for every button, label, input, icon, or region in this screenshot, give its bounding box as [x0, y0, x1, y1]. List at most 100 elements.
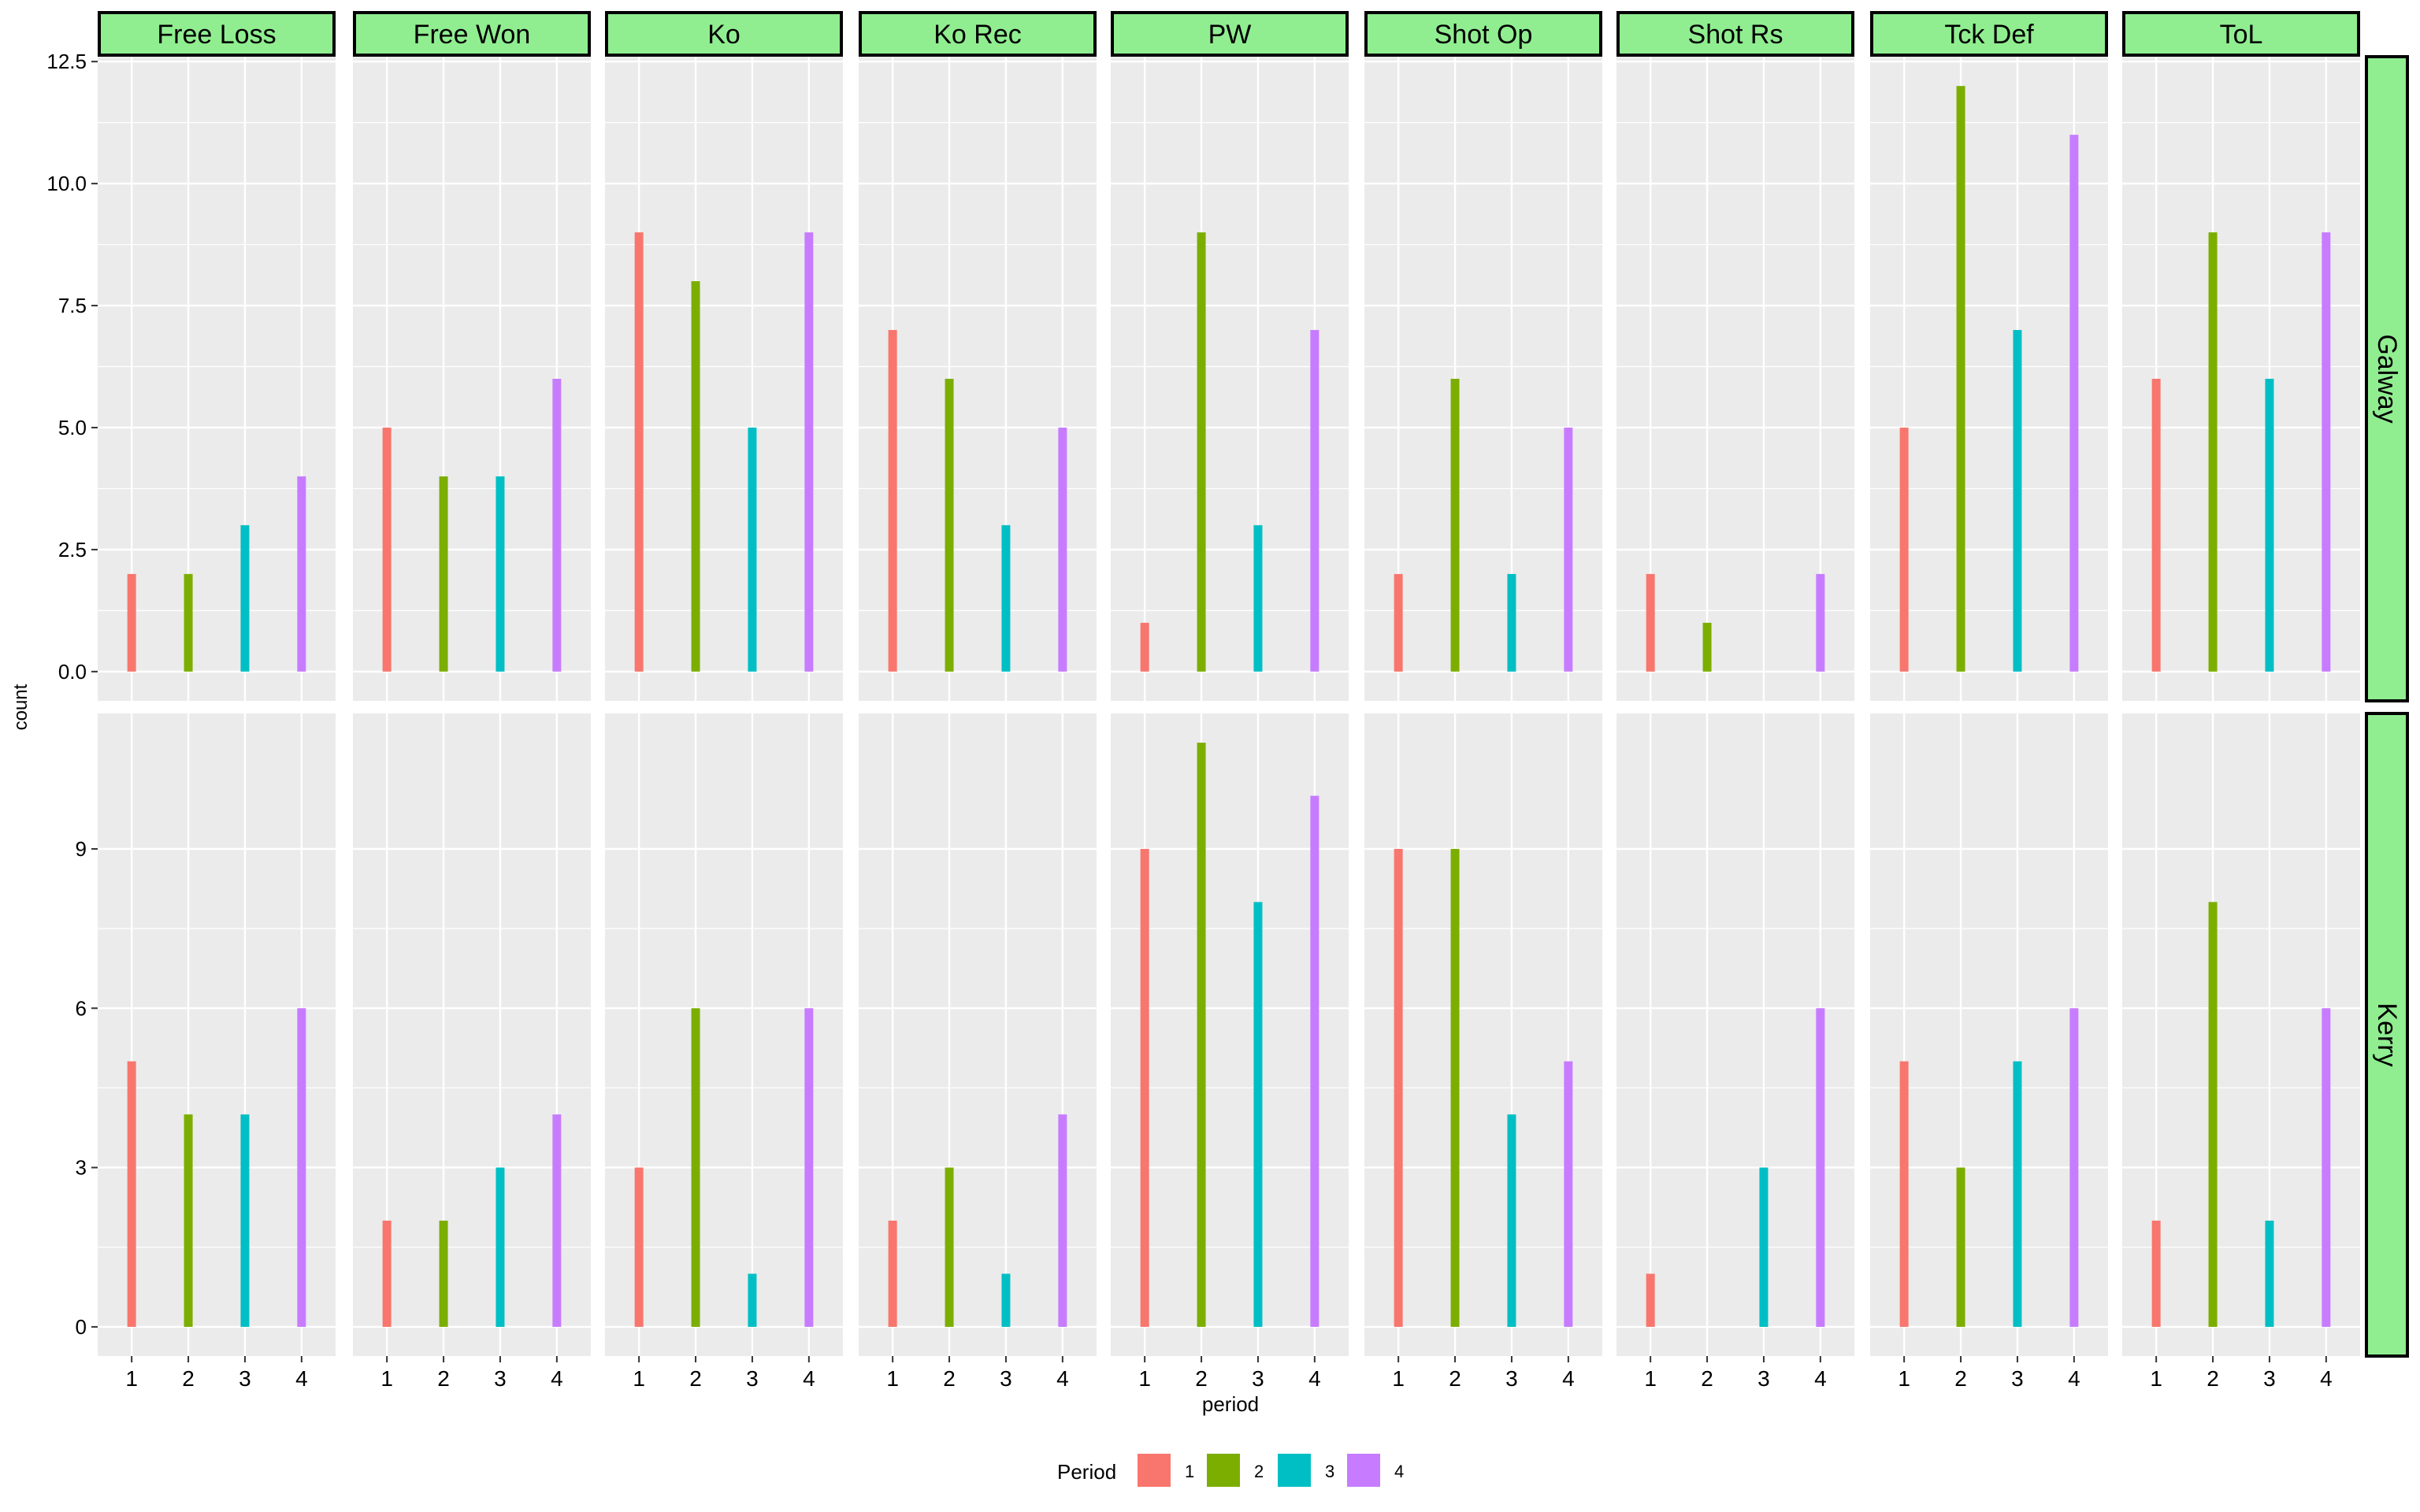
panel-galway-shot-op	[1364, 57, 1602, 701]
x-tick-label: 3	[494, 1366, 507, 1391]
y-tick-label: 5.0	[58, 416, 87, 439]
bar-galway-pw-period-4	[1310, 330, 1319, 672]
x-axis-title: period	[1202, 1392, 1259, 1416]
bar-kerry-ko-rec-period-3	[1001, 1273, 1011, 1327]
legend-label: 4	[1394, 1462, 1404, 1481]
x-tick-label: 1	[2150, 1366, 2162, 1391]
legend-title: Period	[1057, 1460, 1116, 1484]
bar-galway-free-won-period-1	[382, 427, 392, 672]
panel-background	[98, 57, 336, 701]
bar-galway-tol-period-1	[2151, 379, 2161, 672]
x-tick-label: 1	[886, 1366, 899, 1391]
column-strip-box	[1870, 11, 2108, 57]
column-strip-label: Free Loss	[157, 20, 276, 50]
x-tick-label: 2	[1701, 1366, 1713, 1391]
panel-background	[1364, 713, 1602, 1356]
facet-strips: Galway Kerry Free Loss Free Won Ko Ko Rec PW Sh…	[98, 11, 2409, 1358]
bar-kerry-free-loss-period-3	[240, 1114, 250, 1327]
panel-galway-free-loss	[98, 57, 336, 701]
row-strip-galway: Galway	[2365, 55, 2409, 702]
bar-kerry-tol-period-2	[2208, 902, 2218, 1327]
panel-galway-shot-rs	[1616, 57, 1854, 701]
y-axis-title: count	[10, 684, 32, 730]
legend-item-period-3: 3	[1278, 1454, 1334, 1487]
bar-kerry-free-won-period-1	[382, 1221, 392, 1327]
y-tick-label: 6	[76, 996, 87, 1020]
panel-kerry-ko	[605, 713, 843, 1356]
legend-key	[1138, 1454, 1171, 1487]
bar-galway-ko-rec-period-1	[888, 330, 897, 672]
column-strip-ko: Ko	[605, 11, 843, 57]
x-tick-label: 3	[1757, 1366, 1770, 1391]
bar-galway-ko-rec-period-2	[945, 379, 954, 672]
bar-galway-free-loss-period-1	[127, 573, 136, 672]
legend-item-period-2: 2	[1207, 1454, 1264, 1487]
row-strip-box	[2365, 712, 2409, 1358]
bar-galway-shot-rs-period-4	[1816, 573, 1825, 672]
column-strip-box	[1616, 11, 1854, 57]
bar-galway-tol-period-3	[2265, 379, 2274, 672]
column-strip-label: Shot Op	[1435, 20, 1533, 50]
row-strip-kerry: Kerry	[2365, 712, 2409, 1358]
bar-galway-free-won-period-2	[439, 476, 448, 672]
x-tick-label: 1	[125, 1366, 138, 1391]
bar-kerry-shot-op-period-3	[1507, 1114, 1516, 1327]
x-tick-label: 4	[1814, 1366, 1827, 1391]
panel-background	[859, 713, 1097, 1356]
x-tick-label: 4	[551, 1366, 563, 1391]
panel-kerry-shot-op	[1364, 713, 1602, 1356]
bar-galway-tck-def-period-4	[2069, 135, 2079, 672]
bar-galway-pw-period-3	[1253, 524, 1263, 672]
x-tick-label: 1	[1644, 1366, 1657, 1391]
legend-key	[1278, 1454, 1311, 1487]
x-tick-label: 3	[1505, 1366, 1518, 1391]
legend-label: 3	[1325, 1462, 1334, 1481]
bar-kerry-tol-period-3	[2265, 1221, 2274, 1327]
legend-label: 2	[1254, 1462, 1264, 1481]
column-strip-label: Tck Def	[1944, 20, 2034, 50]
bar-kerry-ko-rec-period-2	[945, 1167, 954, 1327]
column-strip-box	[605, 11, 843, 57]
x-tick-label: 4	[1562, 1366, 1575, 1391]
x-tick-label: 1	[1138, 1366, 1151, 1391]
bar-kerry-tck-def-period-4	[2069, 1008, 2079, 1327]
panels-layer	[98, 57, 2360, 1356]
x-tick-label: 2	[182, 1366, 195, 1391]
column-strip-box	[98, 11, 336, 57]
x-tick-label: 4	[1308, 1366, 1321, 1391]
column-strip-label: Ko Rec	[933, 20, 1022, 50]
bar-galway-ko-rec-period-3	[1001, 524, 1011, 672]
column-strip-box	[859, 11, 1097, 57]
bar-galway-shot-op-period-3	[1507, 573, 1516, 672]
column-strip-tck-def: Tck Def	[1870, 11, 2108, 57]
bar-kerry-ko-rec-period-4	[1058, 1114, 1067, 1327]
bar-kerry-shot-rs-period-4	[1816, 1008, 1825, 1327]
legend-item-period-4: 4	[1347, 1454, 1404, 1487]
bar-kerry-free-won-period-3	[496, 1167, 505, 1327]
legend: Period 1 2 3 4	[1057, 1454, 1404, 1487]
panel-background	[2122, 57, 2360, 701]
bar-kerry-ko-period-1	[634, 1167, 644, 1327]
y-tick-label: 10.0	[46, 172, 87, 195]
x-tick-label: 1	[1392, 1366, 1405, 1391]
panel-galway-ko-rec	[859, 57, 1097, 701]
x-tick-label: 3	[2011, 1366, 2024, 1391]
bar-kerry-free-loss-period-4	[297, 1008, 306, 1327]
bar-galway-free-loss-period-2	[184, 573, 193, 672]
panel-kerry-tol	[2122, 713, 2360, 1356]
panel-kerry-shot-rs	[1616, 713, 1854, 1356]
legend-key	[1207, 1454, 1240, 1487]
x-tick-label: 1	[1898, 1366, 1910, 1391]
bar-galway-tck-def-period-3	[2013, 330, 2022, 672]
bar-kerry-pw-period-3	[1253, 902, 1263, 1327]
bar-kerry-pw-period-2	[1197, 743, 1206, 1327]
column-strip-label: Ko	[707, 20, 740, 50]
panel-background	[1111, 713, 1349, 1356]
bar-kerry-ko-rec-period-1	[888, 1221, 897, 1327]
bar-galway-shot-rs-period-2	[1702, 622, 1712, 672]
bar-galway-ko-period-4	[804, 232, 814, 672]
x-tick-label: 2	[1954, 1366, 1967, 1391]
panel-galway-tck-def	[1870, 57, 2108, 701]
y-tick-label: 2.5	[58, 538, 87, 561]
